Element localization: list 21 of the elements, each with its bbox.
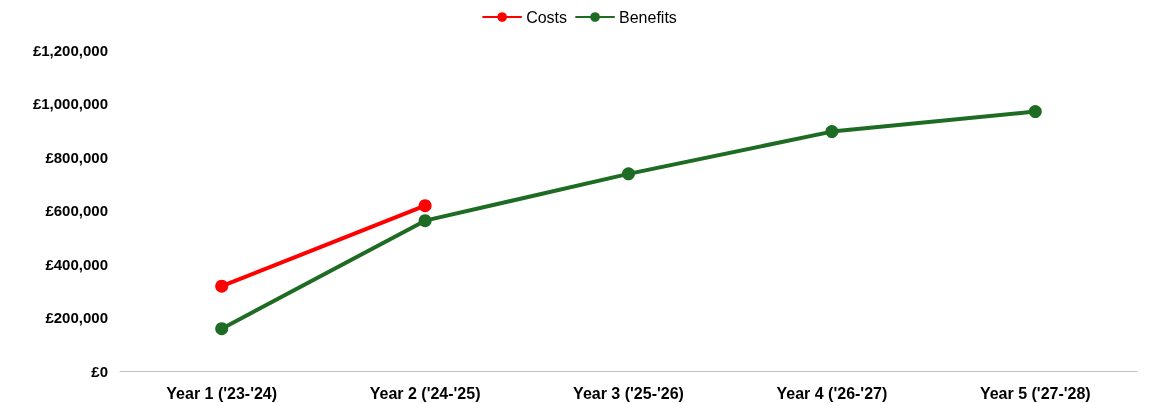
- y-tick-label: £200,000: [45, 309, 108, 326]
- point: [215, 322, 229, 336]
- point: [418, 199, 432, 213]
- x-tick-label: Year 4 ('26-'27): [776, 384, 888, 402]
- y-tick-label: £0: [91, 362, 108, 380]
- point: [825, 125, 839, 139]
- point: [418, 214, 432, 228]
- legend-label: Benefits: [619, 8, 677, 26]
- x-tick-label: Year 1 ('23-'24): [166, 384, 278, 402]
- y-tick-label: £800,000: [45, 148, 108, 166]
- y-tick-label: £1,200,000: [32, 41, 108, 59]
- x-tick-label: Year 2 ('24-'25): [369, 384, 481, 402]
- point: [215, 279, 229, 293]
- legend-label: Costs: [526, 8, 568, 26]
- x-tick-label: Year 3 ('25-'26): [573, 384, 684, 402]
- y-tick-label: £600,000: [45, 202, 108, 219]
- x-tick-label: Year 5 ('27-'28): [979, 384, 1091, 402]
- point: [1028, 105, 1042, 119]
- y-tick-label: £1,000,000: [32, 95, 108, 112]
- y-tick-label: £400,000: [45, 255, 108, 273]
- point: [622, 167, 635, 181]
